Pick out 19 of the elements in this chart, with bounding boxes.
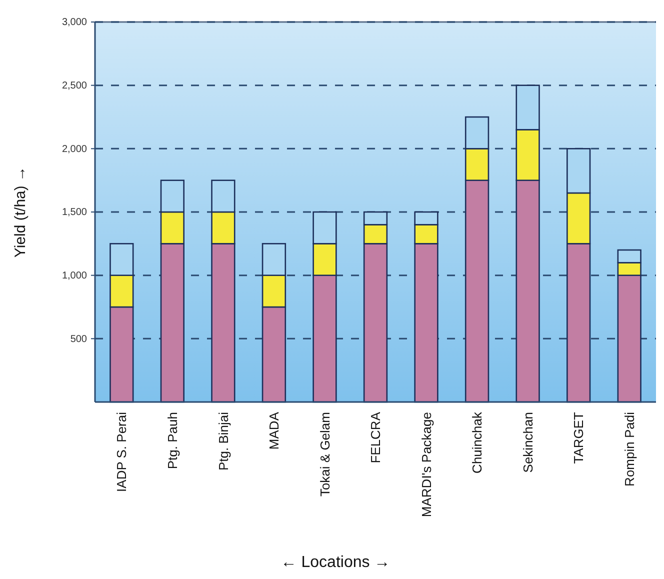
x-tick-label: Sekinchan — [520, 412, 536, 473]
x-tick-label: Rompin Padi — [622, 412, 637, 486]
y-tick-label: 500 — [70, 334, 88, 345]
x-tick-label: Ptg. Binjai — [216, 412, 231, 471]
x-tick-label: MARDI's Package — [418, 412, 434, 518]
y-tick-label: 3,000 — [62, 17, 88, 28]
x-tick-label: FELCRA — [368, 412, 384, 464]
y-axis-title: Yield (t/ha) → — [12, 166, 29, 258]
y-tick-label: 2,000 — [62, 144, 88, 155]
y-tick-label: 1,000 — [62, 270, 88, 282]
x-tick-label: TARGET — [571, 412, 586, 464]
x-axis-title: ← Locations → — [280, 554, 390, 571]
x-tick-label: Tokai & Gelam — [317, 412, 332, 497]
x-tick-label: IADP S. Perai — [114, 412, 130, 492]
y-tick-label: 1,500 — [62, 207, 88, 218]
y-tick-label: 2,500 — [62, 80, 88, 92]
x-tick-label: Ptg. Pauh — [164, 412, 180, 470]
x-tick-label: MADA — [266, 412, 282, 450]
x-tick-label: Chuinchak — [470, 412, 485, 474]
